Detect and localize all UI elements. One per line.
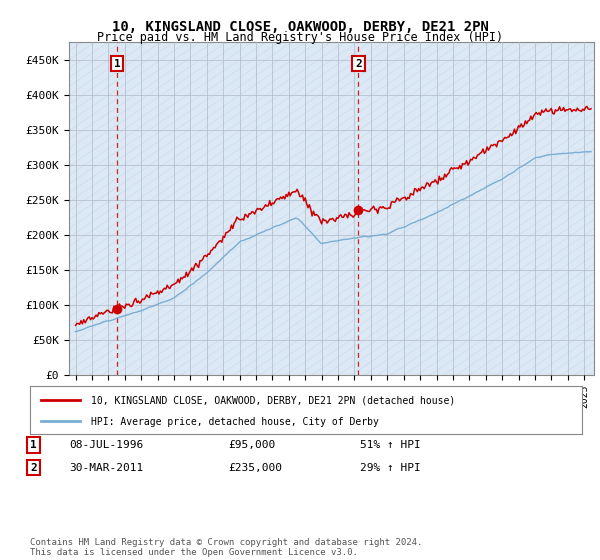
Text: 2: 2	[355, 59, 362, 69]
Text: Contains HM Land Registry data © Crown copyright and database right 2024.
This d: Contains HM Land Registry data © Crown c…	[30, 538, 422, 557]
Text: 10, KINGSLAND CLOSE, OAKWOOD, DERBY, DE21 2PN: 10, KINGSLAND CLOSE, OAKWOOD, DERBY, DE2…	[112, 20, 488, 34]
Text: £235,000: £235,000	[228, 463, 282, 473]
Text: 29% ↑ HPI: 29% ↑ HPI	[360, 463, 421, 473]
Text: Price paid vs. HM Land Registry's House Price Index (HPI): Price paid vs. HM Land Registry's House …	[97, 31, 503, 44]
Text: HPI: Average price, detached house, City of Derby: HPI: Average price, detached house, City…	[91, 417, 379, 427]
Text: 1: 1	[113, 59, 120, 69]
Text: 1: 1	[30, 440, 37, 450]
Text: 10, KINGSLAND CLOSE, OAKWOOD, DERBY, DE21 2PN (detached house): 10, KINGSLAND CLOSE, OAKWOOD, DERBY, DE2…	[91, 396, 455, 405]
Text: £95,000: £95,000	[228, 440, 275, 450]
Text: 08-JUL-1996: 08-JUL-1996	[69, 440, 143, 450]
Text: 51% ↑ HPI: 51% ↑ HPI	[360, 440, 421, 450]
Text: 2: 2	[30, 463, 37, 473]
Text: 30-MAR-2011: 30-MAR-2011	[69, 463, 143, 473]
